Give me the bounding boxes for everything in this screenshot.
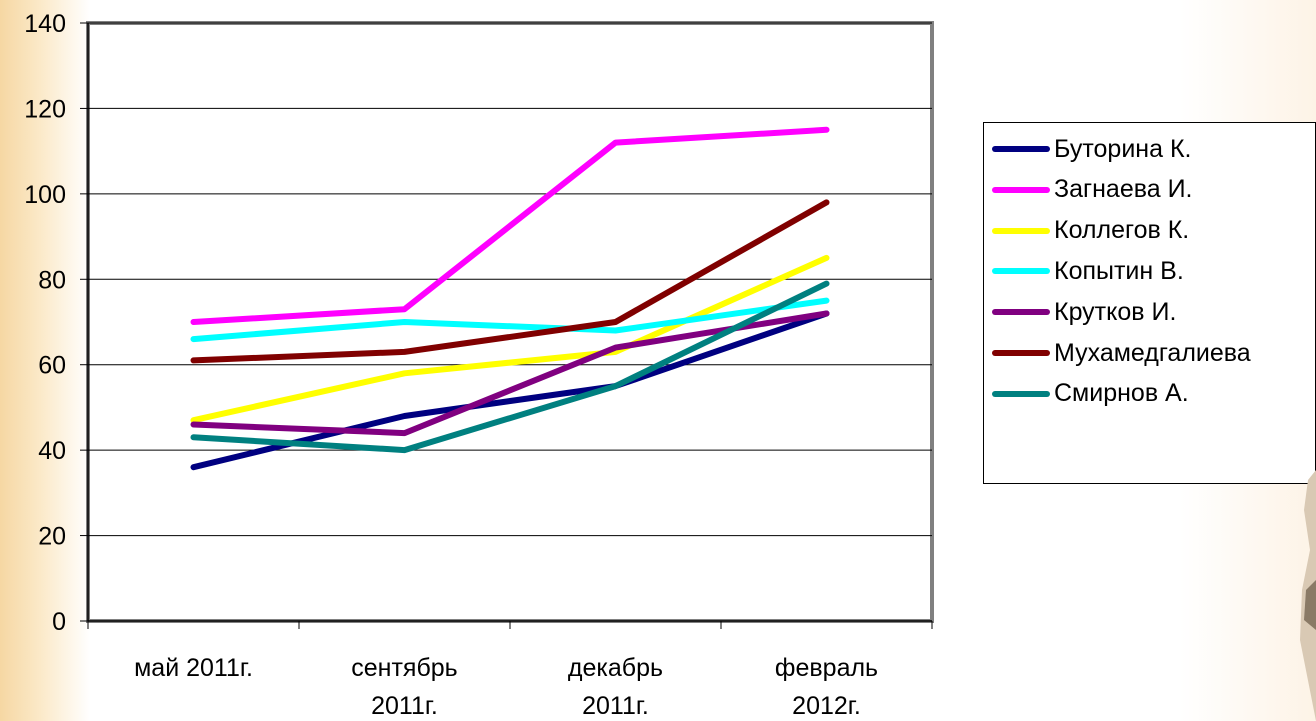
legend-label: Мухамедгалиева: [1054, 338, 1251, 367]
chart-legend: Буторина К. Загнаева И. Коллегов К. Копытин…: [983, 122, 1316, 484]
y-axis-tick-label: 80: [38, 266, 66, 294]
legend-label: Буторина К.: [1054, 134, 1192, 163]
legend-swatch: [992, 390, 1050, 397]
y-axis-tick-labels: 0 20 40 60 80 100 120 140: [24, 10, 66, 636]
y-axis-tick-label: 60: [38, 352, 66, 380]
series-line: [190, 254, 830, 424]
legend-item: Крутков И.: [992, 292, 1315, 332]
y-axis-tick-label: 40: [38, 437, 66, 465]
legend-label: Копытин В.: [1054, 256, 1184, 285]
legend-label: Загнаева И.: [1054, 175, 1193, 204]
y-axis-tick-label: 20: [38, 523, 66, 551]
x-axis-tick-label: сентябрь 2011г.: [351, 654, 457, 720]
legend-swatch: [992, 146, 1050, 152]
gridlines: [88, 22, 932, 537]
x-axis-tick-labels: май 2011г. сентябрь 2011г. декабрь 2011г. фев…: [134, 654, 878, 720]
legend-label: Смирнов А.: [1054, 379, 1189, 408]
legend-item: Смирнов А.: [992, 374, 1315, 414]
legend-label: Коллегов К.: [1054, 216, 1190, 245]
y-axis-tick-label: 140: [24, 10, 66, 38]
x-axis-tick-label: февраль 2012г.: [775, 654, 878, 720]
series-line: [190, 310, 830, 437]
y-axis-tick-label: 0: [52, 608, 66, 636]
legend-swatch: [992, 350, 1050, 356]
legend-swatch: [992, 268, 1050, 275]
legend-item: Мухамедгалиева: [992, 333, 1315, 373]
legend-item: Копытин В.: [992, 251, 1315, 291]
legend-item: Коллегов К.: [992, 211, 1315, 251]
legend-label: Крутков И.: [1054, 297, 1177, 326]
y-axis-tick-label: 120: [24, 95, 66, 123]
legend-item: Загнаева И.: [992, 170, 1315, 210]
legend-swatch: [992, 186, 1050, 193]
x-axis-tick-label: май 2011г.: [134, 654, 253, 682]
decorative-figure-edge: [1300, 470, 1316, 721]
series-line: [190, 126, 830, 325]
legend-swatch: [992, 309, 1050, 316]
series-lines: [190, 126, 830, 471]
legend-swatch: [992, 227, 1050, 234]
series-line: [190, 199, 830, 364]
axes: [80, 22, 933, 629]
series-line: [190, 280, 830, 454]
legend-item: Буторина К.: [992, 129, 1315, 169]
series-line: [190, 297, 830, 343]
x-axis-tick-label: декабрь 2011г.: [568, 654, 663, 720]
y-axis-tick-label: 100: [24, 181, 66, 209]
